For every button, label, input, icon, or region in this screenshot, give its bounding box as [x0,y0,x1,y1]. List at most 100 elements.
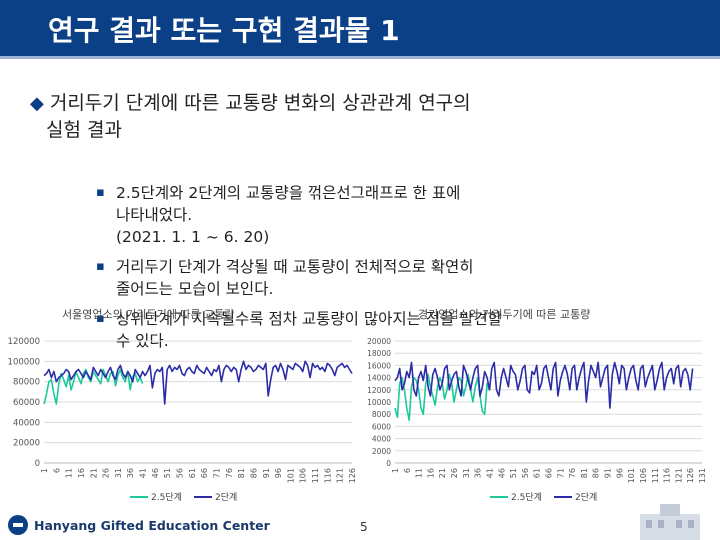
x-tick-label: 46 [151,468,160,478]
square-bullet-icon: ▪ [96,259,105,274]
x-tick-label: 116 [663,468,672,483]
x-tick-label: 1 [391,468,400,473]
x-tick-label: 6 [403,468,412,473]
footer-org-name: Hanyang Gifted Education Center [34,518,270,533]
x-tick-label: 71 [212,468,221,478]
y-tick-label: 40000 [13,418,40,428]
bullet-item: ▪ 상위단계가 지속될수록 점차 교통량이 많아지는 점을 발견할 수 있다. [96,308,676,352]
title-bar [0,0,720,56]
x-tick-label: 31 [114,468,123,478]
chart-title-gyeonggi: 경기영업소의 거리두기에 따른 교통량 [418,308,591,321]
x-tick-label: 66 [200,468,209,478]
x-tick-label: 36 [126,468,135,478]
heading-line-2: 실험 결과 [46,119,122,141]
x-tick-label: 126 [686,468,695,483]
x-tick-label: 46 [497,468,506,478]
legend-label: 2.5단계 [151,491,182,503]
y-tick-label: 100000 [8,357,40,367]
heading-line-1: 거리두기 단계에 따른 교통량 변화의 상관관계 연구의 [49,92,471,114]
x-tick-label: 51 [163,468,172,478]
series-line [394,361,694,409]
x-tick-label: 71 [556,468,565,478]
chart-title-seoul: 서울영업소의 거리두기에 따른 교통량 [62,308,235,321]
bullet-text: 상위단계가 지속될수록 점차 교통량이 많아지는 점을 발견할 [116,310,503,328]
x-tick-label: 81 [237,468,246,478]
x-tick-label: 111 [311,468,320,483]
y-tick-label: 20000 [13,439,40,449]
legend-label: 2.5단계 [511,491,542,503]
y-tick-label: 12000 [367,386,391,395]
hanyang-logo-icon [8,515,28,535]
x-tick-label: 66 [545,468,554,478]
bullet-list: ▪ 2.5단계와 2단계의 교통량을 꺾은선그래프로 한 표에 나타내었다. (… [96,182,676,360]
x-tick-label: 86 [249,468,258,478]
y-tick-label: 0 [35,459,40,469]
legend-label: 2단계 [215,491,237,503]
square-bullet-icon: ▪ [96,185,105,200]
campus-building-icon [640,504,700,540]
y-tick-label: 0 [386,459,391,468]
legend-label: 2단계 [575,491,597,503]
x-tick-label: 11 [65,468,74,478]
x-tick-label: 61 [533,468,542,478]
x-tick-label: 56 [176,468,185,478]
y-tick-label: 60000 [13,398,40,408]
x-tick-label: 101 [627,468,636,483]
x-tick-label: 21 [89,468,98,478]
title-divider [0,56,720,59]
x-tick-label: 86 [592,468,601,478]
x-tick-label: 76 [225,468,234,478]
y-tick-label: 8000 [372,410,391,419]
x-tick-label: 101 [286,468,295,483]
x-tick-label: 106 [639,468,648,483]
chart-gyeonggi-traffic: 0 2000 4000 6000 8000 10000 12000 14000 16000 180… [367,337,707,503]
page-number: 5 [360,520,368,534]
slide-heading: ◆ 거리두기 단계에 따른 교통량 변화의 상관관계 연구의 실험 결과 [30,90,670,144]
bullet-item: ▪ 거리두기 단계가 격상될 때 교통량이 전체적으로 확연히 줄어드는 모습이… [96,256,676,300]
bullet-text: (2021. 1. 1 ~ 6. 20) [116,228,270,246]
x-tick-label: 126 [348,468,357,483]
x-tick-label: 111 [651,468,660,483]
bullet-text: 2.5단계와 2단계의 교통량을 꺾은선그래프로 한 표에 [116,184,461,202]
x-tick-label: 56 [521,468,530,478]
y-tick-label: 80000 [13,378,40,388]
x-tick-label: 6 [52,468,61,473]
bullet-item: ▪ 2.5단계와 2단계의 교통량을 꺾은선그래프로 한 표에 나타내었다. (… [96,182,676,248]
y-tick-label: 10000 [367,398,391,407]
x-tick-label: 26 [102,468,111,478]
x-tick-label: 121 [336,468,345,483]
x-tick-label: 41 [485,468,494,478]
x-tick-label: 106 [299,468,308,483]
x-tick-label: 11 [415,468,424,478]
x-tick-label: 61 [188,468,197,478]
x-tick-label: 131 [698,468,707,483]
x-tick-label: 16 [426,468,435,478]
x-tick-label: 21 [438,468,447,478]
x-tick-label: 96 [274,468,283,478]
bullet-text: 나타내었다. [116,206,193,224]
x-tick-label: 31 [462,468,471,478]
x-tick-label: 121 [674,468,683,483]
y-tick-label: 4000 [372,435,391,444]
y-tick-label: 2000 [372,447,391,456]
x-tick-label: 96 [615,468,624,478]
y-tick-label: 14000 [367,374,391,383]
x-tick-label: 116 [323,468,332,483]
diamond-bullet-icon: ◆ [30,93,44,114]
x-tick-label: 26 [450,468,459,478]
slide-title: 연구 결과 또는 구현 결과물 1 [48,14,400,47]
x-tick-label: 91 [262,468,271,478]
x-tick-label: 36 [474,468,483,478]
bullet-text: 줄어드는 모습이 보인다. [116,280,274,298]
y-tick-label: 18000 [367,349,391,358]
x-tick-label: 41 [139,468,148,478]
bullet-text: 거리두기 단계가 격상될 때 교통량이 전체적으로 확연히 [116,258,474,276]
y-tick-label: 120000 [8,337,40,347]
x-tick-label: 91 [604,468,613,478]
series-line [43,368,144,405]
x-tick-label: 81 [580,468,589,478]
x-tick-label: 51 [509,468,518,478]
x-tick-label: 76 [568,468,577,478]
series-line [43,360,353,405]
